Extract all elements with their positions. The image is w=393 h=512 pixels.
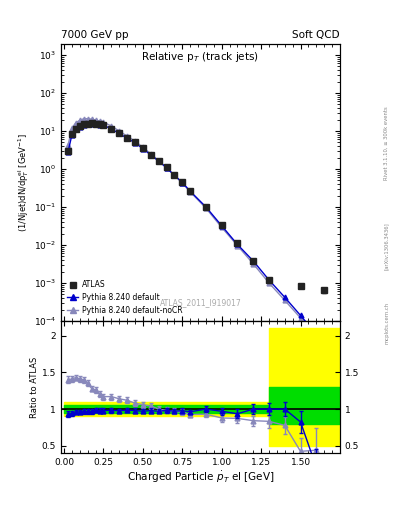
Text: Rivet 3.1.10, ≥ 300k events: Rivet 3.1.10, ≥ 300k events (384, 106, 389, 180)
Text: Soft QCD: Soft QCD (292, 30, 340, 40)
Legend: ATLAS, Pythia 8.240 default, Pythia 8.240 default-noCR: ATLAS, Pythia 8.240 default, Pythia 8.24… (65, 278, 184, 317)
Text: ATLAS_2011_I919017: ATLAS_2011_I919017 (160, 298, 241, 307)
Text: 7000 GeV pp: 7000 GeV pp (61, 30, 129, 40)
Y-axis label: (1/Njet)dN/dp$_T^{\rm el}$ [GeV$^{-1}$]: (1/Njet)dN/dp$_T^{\rm el}$ [GeV$^{-1}$] (16, 133, 31, 232)
Text: mcplots.cern.ch: mcplots.cern.ch (384, 302, 389, 344)
Y-axis label: Ratio to ATLAS: Ratio to ATLAS (30, 356, 39, 418)
X-axis label: Charged Particle $\dot{p}_T$ el [GeV]: Charged Particle $\dot{p}_T$ el [GeV] (127, 470, 274, 485)
Text: [arXiv:1306.3436]: [arXiv:1306.3436] (384, 222, 389, 270)
Text: Relative p$_T$ (track jets): Relative p$_T$ (track jets) (141, 51, 259, 65)
